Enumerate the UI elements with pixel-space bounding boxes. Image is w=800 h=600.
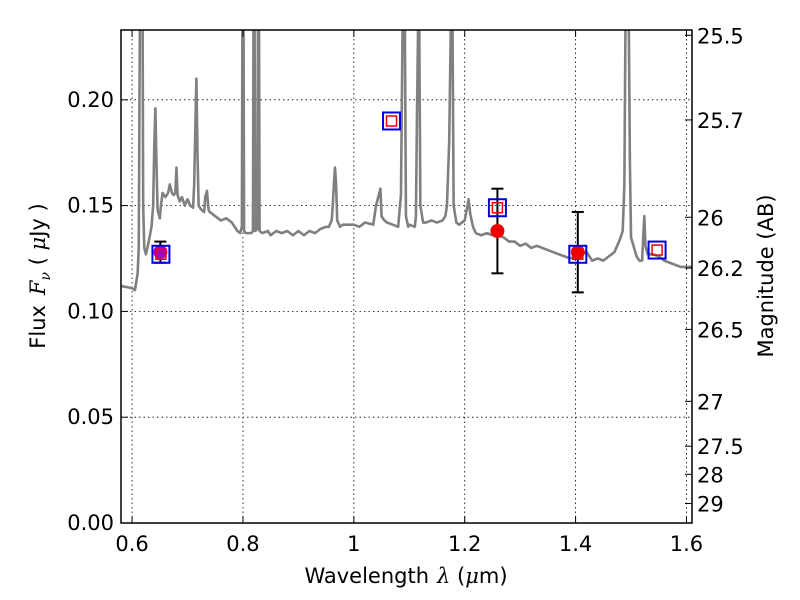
model-square-inner-2 bbox=[491, 201, 504, 214]
model-square-inner-0 bbox=[155, 248, 167, 261]
x-tick-label: 1 bbox=[347, 532, 360, 556]
y2-tick-label: 25.5 bbox=[697, 24, 744, 48]
y-axis-unit-close: Jy ) bbox=[26, 203, 50, 239]
model-square-2 bbox=[487, 198, 507, 218]
x-axis-unit-mu: μ bbox=[465, 564, 479, 588]
y-axis-symbol: F bbox=[26, 279, 50, 296]
x-tick-label: 0.6 bbox=[115, 532, 148, 556]
x-tick-label: 1.2 bbox=[448, 532, 481, 556]
model-square-inner-1 bbox=[385, 115, 398, 127]
x-axis-title: Wavelength λ (μm) bbox=[304, 564, 507, 588]
x-axis-unit-open: ( bbox=[450, 564, 465, 588]
x-axis-unit-close: m) bbox=[479, 564, 508, 588]
y2-tick-label: 26 bbox=[697, 206, 724, 230]
y2-tick-label: 27.5 bbox=[697, 435, 744, 459]
tick-layer: 0.6 0.8 1 1.2 1.4 1.6 0.00 0.05 0.10 0.15 0.20 25.5… bbox=[67, 24, 744, 556]
y2-tick-label: 27 bbox=[697, 390, 724, 414]
y2-tick-label: 28 bbox=[697, 463, 724, 487]
y2-tick-label: 25.7 bbox=[697, 109, 744, 133]
y-tick-label: 0.20 bbox=[67, 88, 114, 112]
y-axis-unit-open: ( bbox=[26, 250, 50, 272]
model-square-4 bbox=[647, 240, 667, 260]
y2-tick-label: 26.2 bbox=[697, 257, 744, 281]
x-tick-label: 1.4 bbox=[559, 532, 592, 556]
model-square-inner-4 bbox=[651, 244, 663, 256]
plot-frame bbox=[120, 29, 693, 524]
y-tick-label: 0.00 bbox=[67, 511, 114, 535]
x-axis-symbol: λ bbox=[436, 564, 450, 588]
y-axis-title: Flux Fν ( μJy ) bbox=[26, 203, 54, 348]
y-tick-label: 0.05 bbox=[67, 405, 114, 429]
spectrum-line bbox=[121, 30, 692, 292]
y2-tick-label: 29 bbox=[697, 493, 724, 517]
y-tick-label: 0.10 bbox=[67, 299, 114, 323]
model-square-3 bbox=[568, 244, 588, 264]
x-axis-title-text: Wavelength bbox=[304, 564, 429, 588]
secondary-y-axis-title: Magnitude (AB) bbox=[754, 194, 778, 357]
x-tick-label: 0.8 bbox=[226, 532, 259, 556]
data-layer bbox=[121, 30, 692, 294]
y-axis-unit-mu: μ bbox=[26, 237, 50, 251]
y-axis-symbol-subscript: ν bbox=[38, 271, 54, 280]
model-square-inner-3 bbox=[572, 248, 584, 261]
model-square-0 bbox=[151, 244, 171, 264]
y2-tick-label: 26.5 bbox=[697, 318, 744, 342]
model-square-1 bbox=[382, 111, 402, 131]
measured-point-1 bbox=[490, 224, 505, 239]
x-tick-label: 1.6 bbox=[670, 532, 703, 556]
y-axis-title-text: Flux bbox=[26, 305, 50, 349]
y-tick-label: 0.15 bbox=[67, 194, 114, 218]
